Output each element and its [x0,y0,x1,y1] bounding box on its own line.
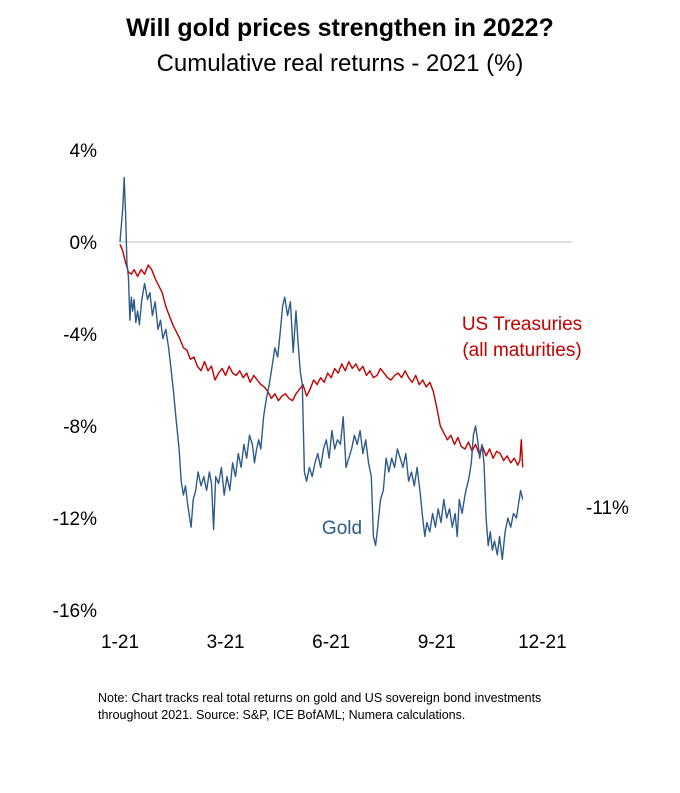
x-tick-label: 6-21 [312,632,350,653]
y-tick-label: 0% [70,233,98,254]
gold-label: Gold [322,518,362,539]
x-tick-label: 9-21 [418,632,456,653]
gold-end-value-label: -11% [586,498,629,519]
us-treasuries-label: US Treasuries [462,314,582,335]
chart-title: Will gold prices strengthen in 2022? [126,14,554,42]
chart-subtitle: Cumulative real returns - 2021 (%) [156,50,524,77]
y-tick-label: 4% [70,141,98,162]
line-chart: 4% 0% -4% -8% -12% -16% 1-21 3-21 6-21 9-21 12-21… [53,141,629,653]
x-axis-tick-labels: 1-21 3-21 6-21 9-21 12-21 [101,632,567,653]
x-tick-label: 3-21 [207,632,245,653]
y-tick-label: -4% [63,325,97,346]
x-tick-label: 12-21 [518,632,567,653]
us-treasuries-label-maturities: (all maturities) [462,340,581,361]
series-line-us-treasuries [119,244,524,468]
y-tick-label: -16% [53,601,97,622]
y-tick-label: -12% [53,509,97,530]
series-line-gold [119,176,524,561]
y-axis-tick-labels: 4% 0% -4% -8% -12% -16% [53,141,97,622]
y-tick-label: -8% [63,417,97,438]
x-tick-label: 1-21 [101,632,139,653]
chart-note: Note: Chart tracks real total returns on… [98,691,542,722]
